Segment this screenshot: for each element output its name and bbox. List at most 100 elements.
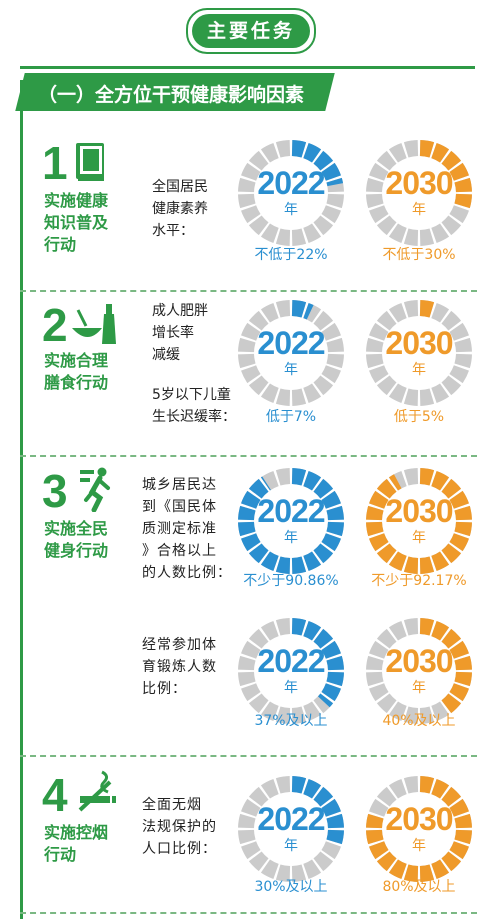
ring-year-unit: 年 xyxy=(412,202,426,218)
ring-segment xyxy=(366,655,384,671)
ring-segment xyxy=(321,322,341,341)
ring-year-unit: 年 xyxy=(284,362,298,378)
ring-year-unit: 年 xyxy=(284,838,298,854)
title-rule xyxy=(20,66,475,69)
ring-segment xyxy=(241,640,261,659)
ring-segment xyxy=(275,468,291,486)
ring-chart-2022 xyxy=(238,140,344,246)
ring-segment xyxy=(366,337,384,353)
ring-fill-segment xyxy=(260,551,279,571)
ring-fill-segment xyxy=(291,556,307,574)
ring-segment xyxy=(403,468,419,486)
ring-segment xyxy=(291,228,307,246)
ring-segment xyxy=(388,303,407,323)
ring-segment xyxy=(313,693,334,714)
indicator-label: 全国居民 健康素养 水平： xyxy=(152,179,208,239)
ring-year-label: 2030 xyxy=(385,325,453,361)
ring-segment xyxy=(388,701,407,721)
ring-segment xyxy=(260,779,279,799)
ring-segment xyxy=(238,655,256,671)
ring-segment xyxy=(369,162,389,181)
ring-fill-segment xyxy=(291,776,307,794)
ring-fill-segment xyxy=(454,177,472,193)
ring-segment xyxy=(369,798,389,817)
ring-fill-segment xyxy=(248,478,269,499)
ring-year-label: 2022 xyxy=(257,643,325,679)
ring-fill-segment xyxy=(321,490,341,509)
ring-segment xyxy=(260,621,279,641)
ring-segment xyxy=(238,671,256,687)
ring-segment xyxy=(454,337,472,353)
ring-fill-segment xyxy=(241,533,261,552)
ring-year-label: 2030 xyxy=(385,493,453,529)
ring-segment xyxy=(260,471,279,491)
left-border-line xyxy=(20,80,23,919)
ring-fill-segment xyxy=(449,640,469,659)
ring-year-unit: 年 xyxy=(284,530,298,546)
ring-segment xyxy=(260,143,279,163)
ring-fill-segment xyxy=(303,143,322,163)
ring-year-label: 2030 xyxy=(385,801,453,837)
ring-segment xyxy=(241,683,261,702)
ring-fill-segment xyxy=(431,143,450,163)
ring-segment xyxy=(369,683,389,702)
ring-fill-segment xyxy=(366,813,384,829)
ring-fill-segment xyxy=(313,478,334,499)
ring-fill-segment xyxy=(419,864,435,882)
ring-year-unit: 年 xyxy=(412,530,426,546)
ring-fill-segment xyxy=(326,655,344,671)
food-bottle-icon xyxy=(72,304,116,344)
ring-chart-2022 xyxy=(238,618,344,724)
ring-segment xyxy=(376,693,397,714)
ring-segment xyxy=(238,829,256,845)
ring-fill-segment xyxy=(326,829,344,845)
ring-segment xyxy=(313,310,334,331)
ring-segment xyxy=(369,205,389,224)
ring-fill-segment xyxy=(449,533,469,552)
ring-fill-segment xyxy=(376,543,397,564)
ring-segment xyxy=(313,851,334,872)
ring-segment xyxy=(403,388,419,406)
ring-target-caption: 80%及以上 xyxy=(382,879,456,895)
section-divider xyxy=(20,912,477,914)
ring-fill-segment xyxy=(419,556,435,574)
ring-fill-segment xyxy=(419,468,435,486)
ring-segment xyxy=(366,177,384,193)
ring-segment xyxy=(321,841,341,860)
ring-segment xyxy=(291,706,307,724)
ring-fill-segment xyxy=(441,693,462,714)
ring-fill-segment xyxy=(303,551,322,571)
ring-segment xyxy=(260,223,279,243)
ring-fill-segment xyxy=(441,543,462,564)
ring-fill-segment xyxy=(441,786,462,807)
ring-segment xyxy=(241,162,261,181)
ring-segment xyxy=(369,322,389,341)
ring-chart-2022 xyxy=(238,300,344,406)
ring-fill-segment xyxy=(449,683,469,702)
ring-fill-segment xyxy=(431,621,450,641)
ring-fill-segment xyxy=(449,841,469,860)
ring-year-label: 2022 xyxy=(257,493,325,529)
ring-target-caption: 37%及以上 xyxy=(254,713,328,729)
ring-fill-segment xyxy=(303,621,322,641)
ring-segment xyxy=(248,310,269,331)
ring-segment xyxy=(449,365,469,384)
ring-chart-2022 xyxy=(238,468,344,574)
ring-segment xyxy=(441,215,462,236)
ring-fill-segment xyxy=(454,813,472,829)
ring-segment xyxy=(403,140,419,158)
ring-fill-segment xyxy=(260,476,271,491)
ring-fill-segment xyxy=(366,521,384,537)
ring-fill-segment xyxy=(326,177,344,187)
ring-segment xyxy=(431,383,450,403)
ring-segment xyxy=(275,618,291,636)
ring-segment xyxy=(291,864,307,882)
ring-fill-segment xyxy=(238,521,256,537)
ring-fill-segment xyxy=(326,671,344,687)
title-badge: 主要任务 xyxy=(186,8,316,54)
ring-year-label: 2022 xyxy=(257,801,325,837)
ring-fill-segment xyxy=(366,829,384,845)
action-number: 2 xyxy=(42,299,68,351)
ring-fill-segment xyxy=(431,779,450,799)
ring-chart-2022 xyxy=(238,776,344,882)
